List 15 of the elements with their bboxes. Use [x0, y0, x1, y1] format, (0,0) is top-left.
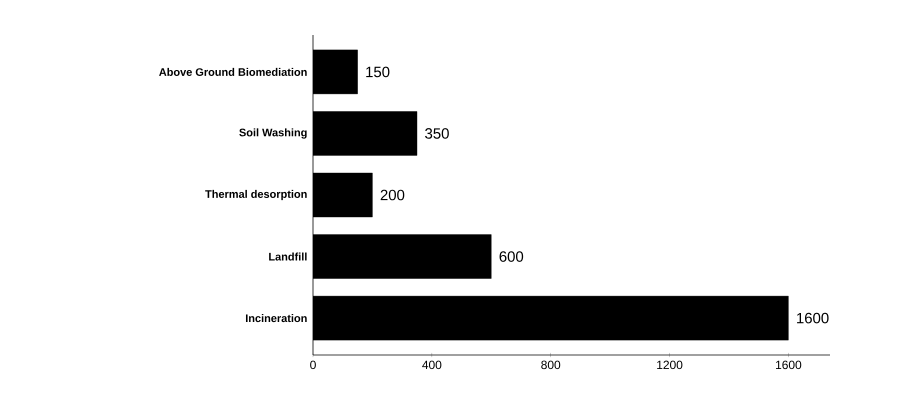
- x-tick-label: 800: [541, 360, 560, 370]
- y-tick-label: Soil Washing: [239, 128, 307, 139]
- data-label: 150: [366, 66, 390, 78]
- y-tick-label: Above Ground Biomediation: [159, 68, 307, 76]
- data-label: 600: [500, 251, 524, 262]
- data-label: 350: [425, 128, 449, 139]
- x-tick-label: 1200: [657, 360, 682, 370]
- x-tick-label: 0: [310, 360, 316, 370]
- data-label: 1600: [797, 312, 829, 324]
- y-tick-label: Incineration: [246, 314, 307, 322]
- x-tick-label: 400: [422, 360, 442, 370]
- y-tick-label: Landfill: [269, 252, 307, 261]
- data-label: 200: [380, 190, 404, 200]
- x-tick-label: 1600: [776, 360, 802, 370]
- y-tick-label: Thermal desorption: [205, 190, 307, 200]
